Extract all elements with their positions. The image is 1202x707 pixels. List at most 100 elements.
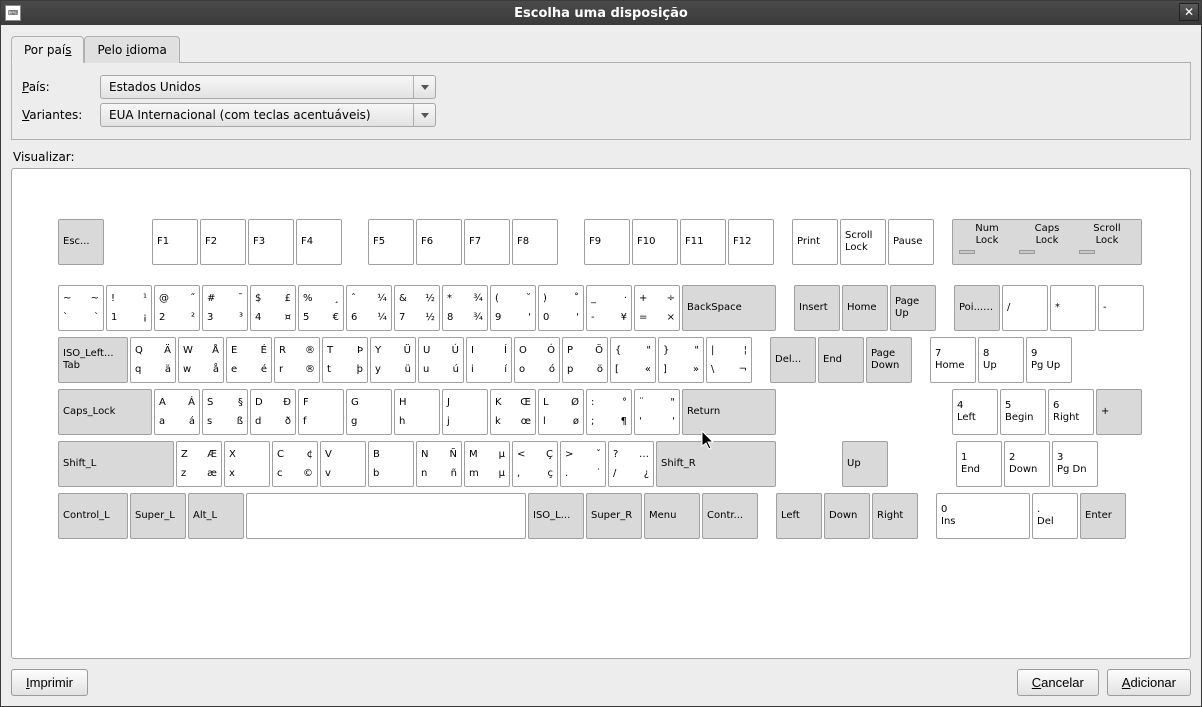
key-page-down[interactable]: PageDown bbox=[866, 337, 912, 383]
key-q[interactable]: QÄqä bbox=[130, 337, 176, 383]
keypad-+[interactable]: + bbox=[1096, 389, 1142, 435]
key-x[interactable]: Xx bbox=[224, 441, 270, 487]
keypad-3[interactable]: 3Pg Dn bbox=[1052, 441, 1098, 487]
titlebar[interactable]: ⌨ Escolha uma disposição ✕ bbox=[1, 1, 1201, 25]
key-t[interactable]: TÞtþ bbox=[322, 337, 368, 383]
key-return[interactable]: Return bbox=[682, 389, 776, 435]
key-down[interactable]: Down bbox=[824, 493, 870, 539]
keypad-8[interactable]: 8Up bbox=[978, 337, 1024, 383]
cancel-button[interactable]: Cancelar bbox=[1017, 669, 1099, 696]
key-shift-right[interactable]: Shift_R bbox=[656, 441, 776, 487]
keypad-2[interactable]: * bbox=[1050, 285, 1096, 331]
key-num-11[interactable]: _·-¥ bbox=[586, 285, 632, 331]
key-num-6[interactable]: ˆ¼6¼ bbox=[346, 285, 392, 331]
key-g[interactable]: Gg bbox=[346, 389, 392, 435]
key-f[interactable]: Ff bbox=[298, 389, 344, 435]
keypad-9[interactable]: 9Pg Up bbox=[1026, 337, 1072, 383]
chevron-down-icon[interactable] bbox=[413, 104, 435, 126]
add-button[interactable]: Adicionar bbox=[1107, 669, 1191, 696]
key-v[interactable]: Vv bbox=[320, 441, 366, 487]
key-menu[interactable]: Menu bbox=[644, 493, 700, 539]
key-u[interactable]: UÚuú bbox=[418, 337, 464, 383]
key-f2[interactable]: F2 bbox=[200, 219, 246, 265]
key-super-left[interactable]: Super_L bbox=[130, 493, 186, 539]
key-num-5[interactable]: %¸5€ bbox=[298, 285, 344, 331]
key-iso[interactable]: ISO_L... bbox=[528, 493, 584, 539]
key-num-2[interactable]: @˝2² bbox=[154, 285, 200, 331]
key-][interactable]: }"]» bbox=[658, 337, 704, 383]
key-ctrl-right[interactable]: Contr... bbox=[702, 493, 758, 539]
key-.[interactable]: >ˇ.˙ bbox=[560, 441, 606, 487]
keypad-1[interactable]: / bbox=[1002, 285, 1048, 331]
keypad-7[interactable]: 7Home bbox=[930, 337, 976, 383]
key-;[interactable]: :°;¶ bbox=[586, 389, 632, 435]
keypad-0[interactable]: 0Ins bbox=[936, 493, 1030, 539]
key-num-7[interactable]: &½7½ bbox=[394, 285, 440, 331]
key-s[interactable]: S§sß bbox=[202, 389, 248, 435]
key-num-9[interactable]: (˘9' bbox=[490, 285, 536, 331]
key-/[interactable]: ?…/¿ bbox=[608, 441, 654, 487]
key-i[interactable]: IÍií bbox=[466, 337, 512, 383]
key-right[interactable]: Right bbox=[872, 493, 918, 539]
key-o[interactable]: OÓoó bbox=[514, 337, 560, 383]
key-escape[interactable]: Esc... bbox=[58, 219, 104, 265]
key-f3[interactable]: F3 bbox=[248, 219, 294, 265]
key-del-[interactable]: Del... bbox=[770, 337, 816, 383]
key-f9[interactable]: F9 bbox=[584, 219, 630, 265]
keypad-1[interactable]: 1End bbox=[956, 441, 1002, 487]
key-space[interactable] bbox=[246, 493, 526, 539]
key-num-1[interactable]: !¹1¡ bbox=[106, 285, 152, 331]
close-icon[interactable]: ✕ bbox=[1179, 3, 1199, 21]
tab-by-language[interactable]: Pelo idioma bbox=[84, 36, 179, 63]
keypad-3[interactable]: - bbox=[1098, 285, 1144, 331]
tab-by-country[interactable]: Por país bbox=[11, 36, 84, 63]
key-h[interactable]: Hh bbox=[394, 389, 440, 435]
key-w[interactable]: WÅwå bbox=[178, 337, 224, 383]
key-\[interactable]: |¦\¬ bbox=[706, 337, 752, 383]
key-num-3[interactable]: #¯3³ bbox=[202, 285, 248, 331]
key-e[interactable]: EÉeé bbox=[226, 337, 272, 383]
key-[[interactable]: {"[« bbox=[610, 337, 656, 383]
key-y[interactable]: YÜyü bbox=[370, 337, 416, 383]
key-f10[interactable]: F10 bbox=[632, 219, 678, 265]
key-backspace[interactable]: BackSpace bbox=[682, 285, 776, 331]
country-combo[interactable]: Estados Unidos bbox=[100, 75, 436, 99]
key-left[interactable]: Left bbox=[776, 493, 822, 539]
key-j[interactable]: Jj bbox=[442, 389, 488, 435]
key-d[interactable]: DÐdð bbox=[250, 389, 296, 435]
key-num-4[interactable]: $£4¤ bbox=[250, 285, 296, 331]
key-n[interactable]: NÑnñ bbox=[416, 441, 462, 487]
key-f6[interactable]: F6 bbox=[416, 219, 462, 265]
key-r[interactable]: R®r® bbox=[274, 337, 320, 383]
key-f12[interactable]: F12 bbox=[728, 219, 774, 265]
key-z[interactable]: ZÆzæ bbox=[176, 441, 222, 487]
keypad-4[interactable]: 4Left bbox=[952, 389, 998, 435]
keypad-enter[interactable]: Enter bbox=[1080, 493, 1126, 539]
key-page-up[interactable]: PageUp bbox=[890, 285, 936, 331]
key-c[interactable]: C¢c© bbox=[272, 441, 318, 487]
key-alt-left[interactable]: Alt_L bbox=[188, 493, 244, 539]
key-f5[interactable]: F5 bbox=[368, 219, 414, 265]
key-scroll-lock[interactable]: ScrollLock bbox=[840, 219, 886, 265]
variant-combo[interactable]: EUA Internacional (com teclas acentuávei… bbox=[100, 103, 436, 127]
keypad-2[interactable]: 2Down bbox=[1004, 441, 1050, 487]
key-ctrl-left[interactable]: Control_L bbox=[58, 493, 128, 539]
chevron-down-icon[interactable] bbox=[413, 76, 435, 98]
key-f4[interactable]: F4 bbox=[296, 219, 342, 265]
keypad-5[interactable]: 5Begin bbox=[1000, 389, 1046, 435]
key-l[interactable]: LØlø bbox=[538, 389, 584, 435]
key-tab[interactable]: ISO_Left...Tab bbox=[58, 337, 128, 383]
key-'[interactable]: ¨"'' bbox=[634, 389, 680, 435]
key-f8[interactable]: F8 bbox=[512, 219, 558, 265]
key-f7[interactable]: F7 bbox=[464, 219, 510, 265]
key-a[interactable]: AÁaá bbox=[154, 389, 200, 435]
key-p[interactable]: PÖpö bbox=[562, 337, 608, 383]
key-num-10[interactable]: )˚0' bbox=[538, 285, 584, 331]
key-m[interactable]: Mµmµ bbox=[464, 441, 510, 487]
key-pause[interactable]: Pause bbox=[888, 219, 934, 265]
print-button[interactable]: Imprimir bbox=[11, 669, 88, 696]
key-num-8[interactable]: *¾8¾ bbox=[442, 285, 488, 331]
key-num-12[interactable]: +÷=× bbox=[634, 285, 680, 331]
key-home[interactable]: Home bbox=[842, 285, 888, 331]
key-insert[interactable]: Insert bbox=[794, 285, 840, 331]
